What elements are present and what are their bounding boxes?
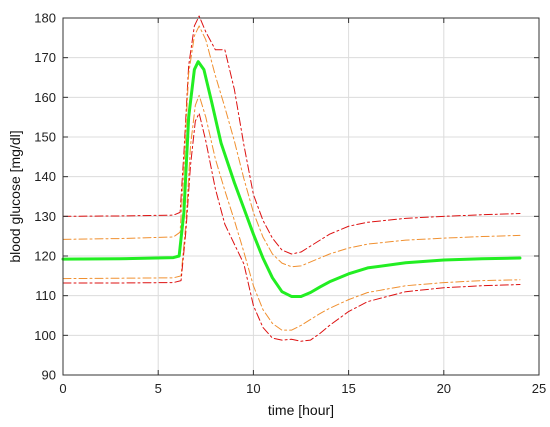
y-tick-label: 110 — [35, 288, 56, 303]
series-line-2 — [62, 25, 521, 268]
grid — [63, 18, 539, 375]
x-tick-label: 15 — [341, 381, 355, 396]
y-tick-label: 180 — [34, 11, 56, 26]
x-tick-label: 5 — [155, 381, 162, 396]
series-line-4 — [62, 94, 521, 331]
y-tick-label: 90 — [42, 368, 56, 383]
series-layer — [61, 15, 522, 342]
y-tick-label: 150 — [34, 130, 56, 145]
y-tick-label: 120 — [34, 249, 56, 264]
x-axis-label: time [hour] — [268, 402, 334, 418]
y-tick-label: 100 — [34, 328, 56, 343]
x-tick-label: 0 — [59, 381, 66, 396]
plot-frame — [62, 17, 540, 376]
series-line-3 — [61, 60, 522, 298]
y-tick-label: 170 — [34, 50, 56, 65]
ticks: 0 5 10 15 20 25 90 100 110 120 130 140 150 160 170 180 — [34, 11, 546, 397]
series-line-1 — [62, 15, 521, 255]
y-tick-label: 130 — [34, 209, 56, 224]
y-tick-label: 140 — [34, 169, 56, 184]
x-tick-label: 20 — [437, 381, 451, 396]
y-tick-label: 160 — [34, 90, 56, 105]
x-tick-label: 25 — [532, 381, 546, 396]
y-axis-label: blood glucose [mg/dl] — [7, 130, 23, 262]
series-line-5 — [62, 112, 521, 342]
x-tick-label: 10 — [246, 381, 260, 396]
